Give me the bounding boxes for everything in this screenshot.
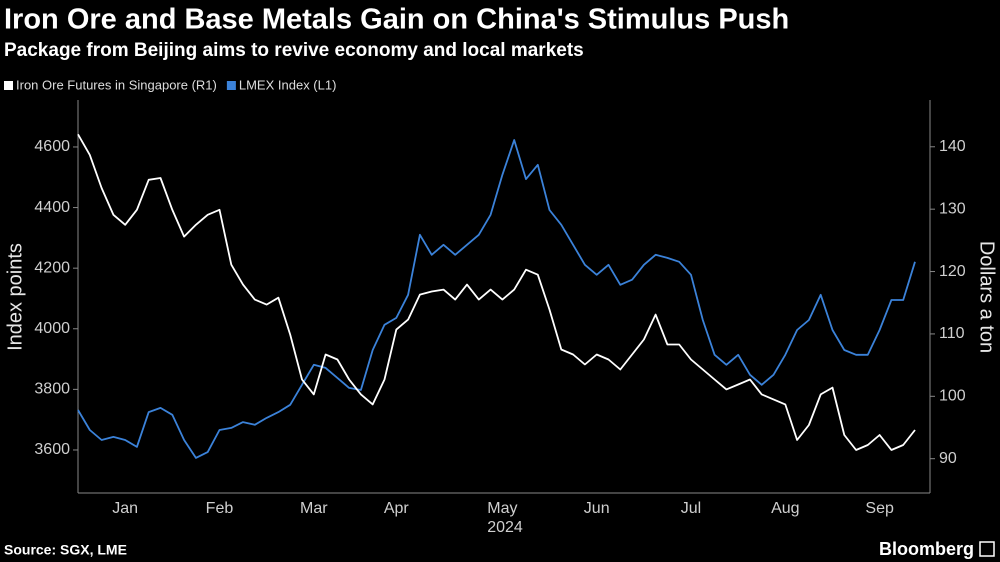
x-tick-label: Aug — [771, 500, 799, 517]
x-tick-label: Jun — [584, 500, 610, 517]
y2-tick-label: 110 — [939, 325, 965, 342]
y-tick-label: 4200 — [34, 259, 70, 276]
y2-tick-label: 120 — [939, 263, 966, 280]
year-label: 2024 — [487, 519, 523, 536]
brand: Bloomberg — [879, 539, 974, 559]
y-tick-label: 3600 — [34, 441, 70, 458]
chart-title: Iron Ore and Base Metals Gain on China's… — [4, 4, 789, 36]
legend-swatch — [4, 81, 13, 90]
legend-swatch — [226, 81, 236, 90]
y-axis-title: Index points — [4, 243, 26, 351]
y2-tick-label: 90 — [939, 450, 957, 467]
source: Source: SGX, LME — [4, 542, 127, 558]
y2-tick-label: 130 — [939, 200, 966, 217]
y-tick-label: 4400 — [34, 199, 70, 216]
series-line — [77, 139, 916, 459]
x-tick-label: Feb — [206, 500, 234, 517]
series-line — [77, 133, 916, 451]
chart-subtitle: Package from Beijing aims to revive econ… — [4, 40, 584, 61]
brand-icon — [979, 541, 995, 557]
x-tick-label: Jan — [112, 500, 138, 517]
y2-tick-label: 100 — [939, 388, 966, 405]
y2-tick-label: 140 — [939, 138, 966, 155]
x-tick-label: Sep — [865, 500, 894, 517]
y-tick-label: 3800 — [34, 381, 70, 398]
x-tick-label: Apr — [384, 500, 410, 517]
x-tick-label: May — [487, 500, 517, 517]
y-tick-label: 4000 — [34, 320, 70, 337]
y2-axis-title: Dollars a ton — [976, 241, 998, 353]
x-tick-label: Mar — [300, 500, 328, 517]
x-tick-label: Jul — [681, 500, 701, 517]
y-tick-label: 4600 — [34, 138, 70, 155]
legend-label: Iron Ore Futures in Singapore (R1) — [16, 77, 217, 92]
legend-label: LMEX Index (L1) — [239, 77, 337, 92]
